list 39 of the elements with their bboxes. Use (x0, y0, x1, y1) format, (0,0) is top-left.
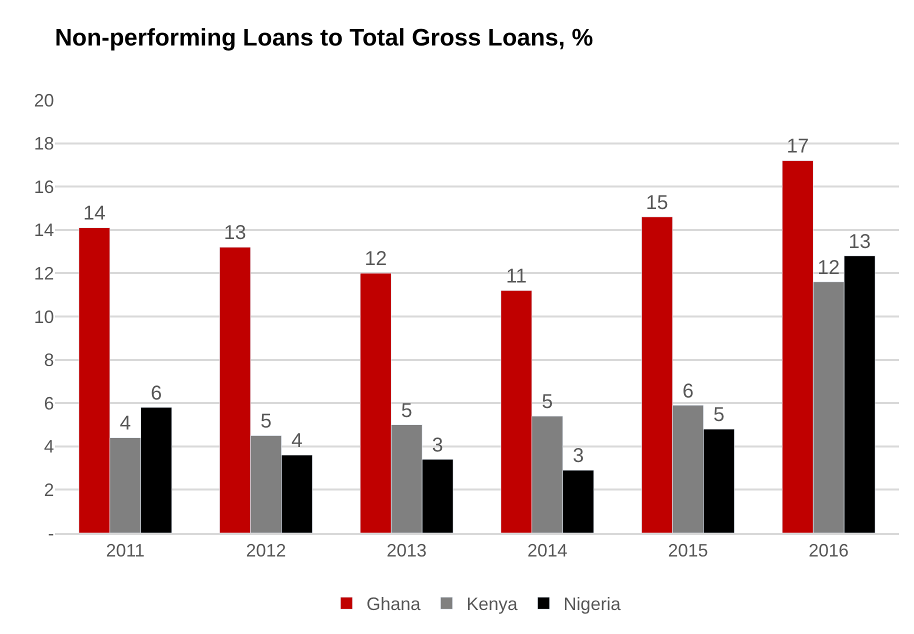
y-tick-label: - (48, 523, 54, 544)
x-tick-label: 2011 (106, 540, 145, 561)
y-tick-label: 18 (34, 134, 54, 154)
data-label: 12 (818, 256, 840, 279)
y-tick-label: 20 (34, 90, 54, 110)
legend-label: Nigeria (564, 594, 622, 614)
data-label: 6 (150, 382, 162, 404)
data-label: 5 (542, 391, 553, 414)
data-label: 5 (260, 410, 272, 433)
legend-label: Kenya (466, 594, 519, 614)
y-tick-label: 6 (44, 393, 54, 414)
data-label: 6 (682, 380, 694, 402)
y-tick-label: 10 (34, 306, 54, 327)
data-label: 3 (432, 434, 444, 456)
data-label: 5 (713, 404, 725, 426)
y-tick-label: 12 (34, 264, 54, 284)
y-tick-label: 2 (44, 480, 54, 500)
x-tick-label: 2014 (527, 540, 568, 561)
chart-title: Non-performing Loans to Total Gross Loans, % (54, 24, 594, 52)
x-tick-label: 2012 (246, 540, 286, 561)
data-label: 15 (646, 192, 668, 214)
x-tick-label: 2013 (386, 540, 427, 561)
data-label: 11 (506, 266, 527, 288)
data-label: 4 (120, 412, 131, 435)
data-label: 13 (224, 222, 246, 244)
data-label: 13 (848, 230, 871, 253)
y-tick-label: 8 (44, 350, 54, 370)
data-label: 5 (401, 400, 412, 422)
y-tick-label: 16 (34, 176, 54, 197)
data-label: 4 (291, 430, 303, 452)
data-label: 17 (786, 136, 809, 158)
x-tick-label: 2016 (808, 540, 849, 561)
legend-label: Ghana (366, 594, 422, 614)
y-tick-label: 14 (34, 220, 54, 240)
x-tick-label: 2015 (668, 540, 708, 561)
data-label: 14 (83, 202, 106, 225)
data-label: 12 (364, 248, 387, 270)
data-label: 3 (572, 445, 584, 468)
y-tick-label: 4 (44, 436, 54, 457)
